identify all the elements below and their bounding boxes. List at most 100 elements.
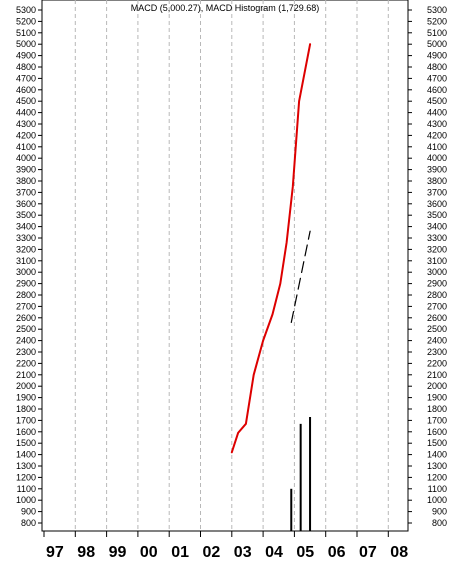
y-tick-label: 1000 [16,495,36,505]
y-tick-label: 1500 [427,438,447,448]
y-tick-label: 3300 [16,233,36,243]
y-tick-label: 2300 [427,347,447,357]
y-tick-label: 2800 [16,290,36,300]
y-tick-label: 1700 [427,415,447,425]
y-tick-label: 1300 [427,461,447,471]
y-tick-label: 5000 [427,39,447,49]
y-tick-label: 3100 [427,256,447,266]
x-tick-label: 04 [265,544,283,561]
chart-title: MACD (5,000.27), MACD Histogram (1,729.6… [131,3,320,13]
y-tick-label: 1800 [427,404,447,414]
y-tick-label: 4900 [16,51,36,61]
y-tick-label: 3700 [16,187,36,197]
x-tick-label: 00 [140,544,158,561]
y-tick-label: 5200 [427,16,447,26]
x-tick-label: 97 [46,544,64,561]
y-tick-label: 4600 [427,85,447,95]
y-tick-label: 5200 [16,16,36,26]
y-tick-label: 2300 [16,347,36,357]
y-tick-label: 2100 [427,370,447,380]
x-tick-label: 99 [109,544,127,561]
y-tick-label: 2600 [16,313,36,323]
x-tick-label: 05 [296,544,314,561]
y-tick-label: 3600 [427,199,447,209]
x-tick-label: 98 [77,544,95,561]
y-tick-label: 800 [432,518,447,528]
y-tick-label: 1200 [427,472,447,482]
y-tick-label: 1000 [427,495,447,505]
y-tick-label: 2200 [427,358,447,368]
y-tick-label: 3500 [16,210,36,220]
y-tick-label: 3600 [16,199,36,209]
y-tick-label: 1600 [16,427,36,437]
y-tick-label: 2600 [427,313,447,323]
y-tick-label: 4400 [427,108,447,118]
x-tick-label: 02 [203,544,221,561]
y-tick-label: 2700 [427,301,447,311]
y-tick-label: 1100 [17,484,36,494]
y-tick-label: 5000 [16,39,36,49]
macd-signal-line [290,230,311,323]
y-tick-label: 3100 [16,256,36,266]
y-tick-label: 1900 [16,393,36,403]
y-tick-label: 4200 [16,130,36,140]
y-tick-label: 5100 [16,28,36,38]
y-tick-label: 2400 [427,336,447,346]
y-tick-label: 3000 [16,267,36,277]
y-tick-label: 4700 [16,73,36,83]
y-tick-label: 2900 [16,279,36,289]
y-tick-label: 2800 [427,290,447,300]
y-tick-label: 3900 [16,165,36,175]
x-tick-label: 08 [390,544,408,561]
y-tick-label: 4300 [16,119,36,129]
y-tick-label: 3800 [427,176,447,186]
y-tick-label: 2200 [16,358,36,368]
x-tick-label: 07 [359,544,377,561]
y-tick-label: 1700 [16,415,36,425]
y-tick-label: 2500 [427,324,447,334]
y-tick-label: 900 [21,507,36,517]
y-tick-label: 1600 [427,427,447,437]
y-tick-label: 3200 [427,244,447,254]
y-tick-label: 2400 [16,336,36,346]
x-tick-label: 06 [328,544,346,561]
y-tick-label: 1500 [16,438,36,448]
series-group [230,43,312,531]
y-tick-label: 1400 [16,450,36,460]
y-tick-label: 4000 [16,153,36,163]
y-tick-label: 1300 [16,461,36,471]
y-tick-label: 2900 [427,279,447,289]
y-tick-label: 4100 [16,142,36,152]
y-tick-label: 3400 [427,222,447,232]
y-tick-label: 4800 [427,62,447,72]
grid-lines [74,0,389,531]
y-tick-label: 5300 [16,5,36,15]
y-tick-label: 3800 [16,176,36,186]
y-tick-label: 4500 [427,96,447,106]
y-tick-label: 1400 [427,450,447,460]
x-tick-label: 03 [234,544,252,561]
y-tick-label: 4100 [427,142,447,152]
y-tick-label: 1900 [427,393,447,403]
y-tick-label: 4600 [16,85,36,95]
y-tick-label: 3700 [427,187,447,197]
plot-frame [41,0,409,532]
y-tick-label: 4500 [16,96,36,106]
y-tick-label: 3500 [427,210,447,220]
y-tick-label: 2000 [16,381,36,391]
y-tick-label: 2500 [16,324,36,334]
macd-line [230,43,312,454]
y-tick-label: 2000 [427,381,447,391]
y-tick-label: 4700 [427,73,447,83]
y-tick-label: 3200 [16,244,36,254]
y-tick-label: 3400 [16,222,36,232]
y-tick-label: 900 [432,507,447,517]
y-tick-label: 5100 [427,28,447,38]
y-tick-label: 2100 [16,370,36,380]
y-tick-label: 4800 [16,62,36,72]
y-tick-label: 3900 [427,165,447,175]
y-tick-label: 5300 [427,5,447,15]
